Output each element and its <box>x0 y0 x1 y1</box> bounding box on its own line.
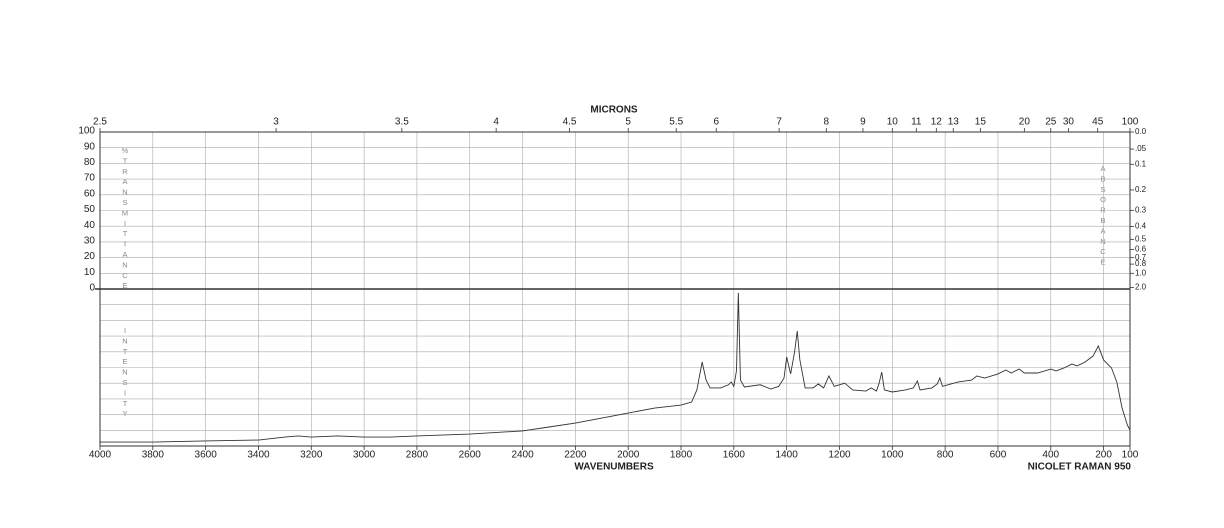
x-tick-label: 2400 <box>511 450 534 461</box>
spectrum-line <box>100 292 1131 443</box>
y2-tick-label: .05 <box>1135 144 1147 153</box>
micron-tick-label: 10 <box>887 117 899 128</box>
x-tick-label: 200 <box>1095 450 1112 461</box>
top-axis-title: MICRONS <box>590 105 638 116</box>
y2-tick-label: 2.0 <box>1135 283 1147 292</box>
micron-tick-label: 4 <box>493 117 499 128</box>
x-tick-label: 600 <box>990 450 1007 461</box>
x-tick-label: 1600 <box>723 450 746 461</box>
y2-tick-label: 0.3 <box>1135 205 1147 214</box>
micron-tick-label: 5 <box>625 117 631 128</box>
y-tick-label: 60 <box>84 188 96 199</box>
y-tick-label: 90 <box>84 141 96 152</box>
micron-tick-label: 2.5 <box>93 117 107 128</box>
x-tick-label: 3200 <box>300 450 323 461</box>
x-tick-label: 2200 <box>564 450 587 461</box>
y-tick-label: 80 <box>84 157 96 168</box>
y-tick-label: 30 <box>84 236 96 247</box>
micron-tick-label: 25 <box>1045 117 1057 128</box>
micron-tick-label: 12 <box>931 117 943 128</box>
micron-tick-label: 7 <box>776 117 782 128</box>
right-axis-title: ABSORBANCE <box>1099 164 1108 268</box>
x-tick-label: 1200 <box>828 450 851 461</box>
micron-tick-label: 8 <box>824 117 830 128</box>
micron-tick-label: 100 <box>1122 117 1139 128</box>
micron-tick-label: 6 <box>713 117 719 128</box>
micron-tick-label: 30 <box>1063 117 1075 128</box>
y2-tick-label: 0.4 <box>1135 222 1147 231</box>
y-tick-label: 0 <box>89 283 95 294</box>
x-tick-label: 3800 <box>142 450 165 461</box>
y2-tick-label: 0.5 <box>1135 234 1147 243</box>
x-tick-label: 100 <box>1122 450 1139 461</box>
micron-tick-label: 11 <box>911 117 922 128</box>
x-tick-label: 1800 <box>670 450 693 461</box>
y-tick-label: 70 <box>84 173 96 184</box>
x-tick-label: 800 <box>937 450 954 461</box>
annotation: NICOLET RAMAN 950 <box>1028 462 1132 473</box>
y2-tick-label: 0.2 <box>1135 185 1147 194</box>
x-tick-label: 3400 <box>247 450 270 461</box>
y2-tick-label: 0.1 <box>1135 159 1147 168</box>
y-tick-label: 10 <box>84 267 96 278</box>
x-tick-label: 4000 <box>89 450 112 461</box>
micron-tick-label: 3.5 <box>395 117 409 128</box>
micron-tick-label: 15 <box>975 117 987 128</box>
y2-tick-label: 1.0 <box>1135 268 1147 277</box>
micron-tick-label: 9 <box>860 117 866 128</box>
x-tick-label: 1400 <box>776 450 799 461</box>
x-tick-label: 2800 <box>406 450 429 461</box>
x-tick-label: 2000 <box>617 450 640 461</box>
micron-tick-label: 45 <box>1092 117 1104 128</box>
y2-tick-label: 0.7 <box>1135 253 1147 262</box>
y2-tick-label: 0.8 <box>1135 259 1147 268</box>
lower-axis-title: INTENSITY <box>121 326 130 420</box>
micron-tick-label: 20 <box>1019 117 1031 128</box>
micron-tick-label: 5.5 <box>669 117 683 128</box>
y-tick-label: 50 <box>84 204 96 215</box>
x-tick-label: 3000 <box>353 450 376 461</box>
micron-tick-label: 13 <box>948 117 960 128</box>
y-tick-label: 100 <box>78 126 95 137</box>
left-axis-title: %TRANSMITTANCE <box>121 146 130 292</box>
x-tick-label: 3600 <box>195 450 218 461</box>
x-tick-label: 2600 <box>459 450 482 461</box>
y-tick-label: 40 <box>84 220 96 231</box>
x-tick-label: 400 <box>1042 450 1059 461</box>
micron-tick-label: 4.5 <box>563 117 577 128</box>
y2-tick-label: 0.6 <box>1135 245 1147 254</box>
x-tick-label: 1000 <box>881 450 904 461</box>
x-axis-title: WAVENUMBERS <box>574 462 654 473</box>
y-tick-label: 20 <box>84 251 96 262</box>
micron-tick-label: 3 <box>273 117 279 128</box>
y2-tick-label: 0.0 <box>1135 127 1147 136</box>
